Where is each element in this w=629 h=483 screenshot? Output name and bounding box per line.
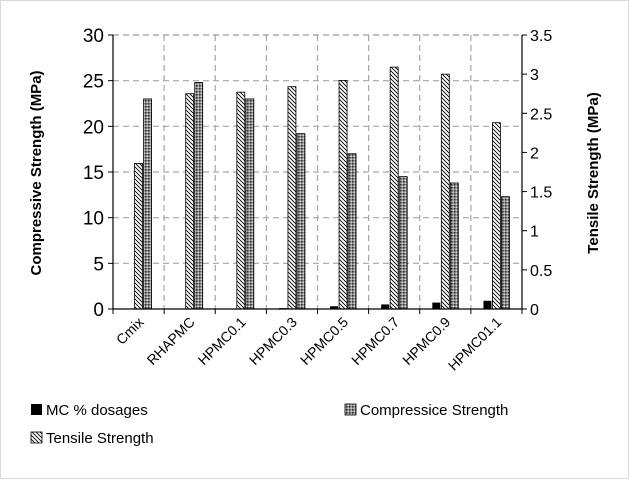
- category-label-hpmc0-5: HPMC0.5: [297, 314, 351, 368]
- y-right-tick-label: 1: [530, 224, 539, 241]
- bar-mc-dosages-hpmc0-7: [381, 304, 390, 309]
- bar-compressice-strength-hpmc0-1: [245, 98, 255, 310]
- legend-label-mc-dosages: MC % dosages: [46, 402, 148, 419]
- y-left-tick-label: 20: [83, 117, 104, 138]
- legend-swatch-mc-dosages: [31, 404, 42, 415]
- legend-label-tensile-strength: Tensile Strength: [46, 430, 154, 447]
- y-right-tick-label: 2.5: [530, 106, 552, 123]
- y-right-tick-label: 3: [530, 67, 539, 84]
- bar-tensile-strength-hpmc0-1: [236, 91, 246, 310]
- category-label-cmix: Cmix: [113, 314, 147, 348]
- bar-compressice-strength-hpmc0-3: [296, 133, 306, 310]
- bar-mc-dosages-hpmc0-9: [432, 302, 441, 309]
- bar-compressice-strength-rhapmc: [194, 82, 204, 310]
- category-label-hpmc0-1: HPMC0.1: [195, 314, 249, 368]
- bar-tensile-strength-hpmc0-3: [287, 86, 297, 310]
- category-label-hpmc0-7: HPMC0.7: [348, 314, 402, 368]
- y-right-tick-label: 0.5: [530, 263, 552, 280]
- y-left-tick-label: 0: [93, 300, 104, 321]
- legend-swatch-tensile-strength: [30, 431, 43, 444]
- legend: MC % dosages Compressice Strength Tensil…: [30, 402, 508, 447]
- y-right-tick-label: 1.5: [530, 185, 552, 202]
- bar-tensile-strength-rhapmc: [185, 93, 195, 310]
- bar-compressice-strength-hpmc01-1: [501, 196, 510, 310]
- y-right-tick-label: 3.5: [530, 28, 552, 45]
- bar-compressice-strength-hpmc0-5: [347, 153, 357, 310]
- bar-tensile-strength-hpmc0-5: [338, 80, 348, 310]
- y-right-tick-label: 0: [530, 302, 539, 319]
- grid-lines: [113, 34, 522, 309]
- y-left-tick-label: 5: [93, 254, 104, 275]
- bar-compressice-strength-cmix: [143, 98, 152, 310]
- bar-compressice-strength-hpmc0-7: [398, 176, 408, 310]
- y-axis-left-title: Compressive Strength (MPa): [28, 70, 45, 275]
- y-axis-right-title: Tensile Strength (MPa): [585, 92, 602, 253]
- bar-mc-dosages-hpmc0-5: [330, 306, 339, 309]
- category-label-rhapmc: RHAPMC: [144, 314, 198, 368]
- bar-compressice-strength-hpmc0-9: [449, 182, 459, 310]
- legend-label-compressive-strength: Compressice Strength: [360, 402, 508, 419]
- bar-mc-dosages-hpmc01-1: [483, 300, 492, 309]
- bar-tensile-strength-hpmc0-9: [440, 73, 450, 310]
- bar-tensile-strength-hpmc01-1: [492, 122, 501, 310]
- tick-labels: 0 5 10 15 20 25 30 0 0.5 1 1.5 2 2.5 3 3.5: [83, 26, 552, 321]
- category-label-hpmc0-9: HPMC0.9: [399, 314, 453, 368]
- bar-tensile-strength-cmix: [134, 162, 143, 310]
- y-right-tick-label: 2: [530, 145, 539, 162]
- category-label-hpmc01-1: HPMC01.1: [445, 314, 505, 374]
- y-left-tick-label: 30: [83, 26, 104, 47]
- bar-tensile-strength-hpmc0-7: [389, 66, 399, 310]
- category-labels: CmixRHAPMCHPMC0.1HPMC0.3HPMC0.5HPMC0.7HP…: [113, 314, 505, 374]
- y-left-tick-label: 10: [83, 209, 104, 230]
- axes: [108, 34, 527, 314]
- category-label-hpmc0-3: HPMC0.3: [246, 314, 300, 368]
- y-left-tick-label: 15: [83, 163, 104, 184]
- y-left-tick-label: 25: [83, 72, 104, 93]
- legend-swatch-compressive-strength: [344, 403, 357, 416]
- bars: [134, 66, 510, 310]
